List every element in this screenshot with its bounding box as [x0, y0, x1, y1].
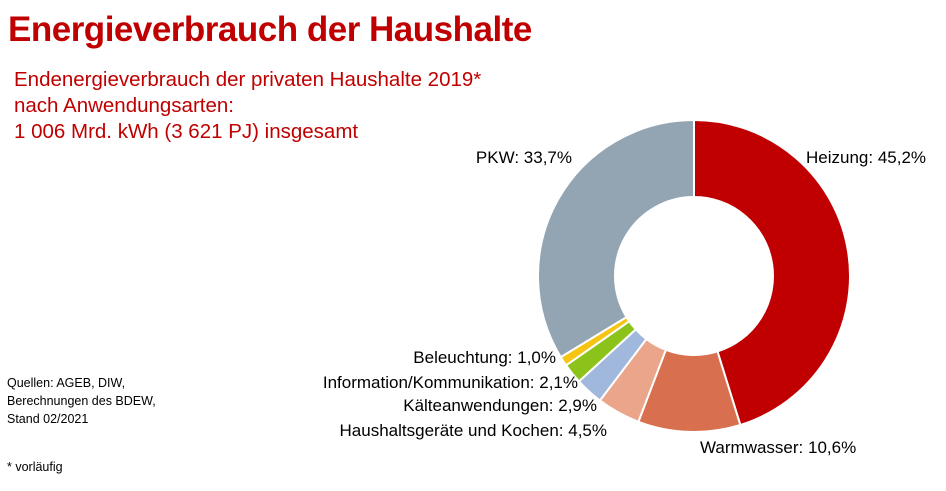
- footnote: * vorläufig: [7, 460, 63, 474]
- slice-labels: Heizung: 45,2% Warmwasser: 10,6% Haushalts…: [323, 148, 926, 457]
- label-kaelte: Kälteanwendungen: 2,9%: [403, 396, 597, 415]
- slice-pkw: [537, 118, 695, 359]
- sources-line: Quellen: AGEB, DIW,: [7, 376, 126, 390]
- sources-note: Quellen: AGEB, DIW, Berechnungen des BDE…: [7, 374, 156, 428]
- subtitle-line: 1 006 Mrd. kWh (3 621 PJ) insgesamt: [14, 120, 359, 143]
- label-pkw: PKW: 33,7%: [476, 148, 572, 167]
- label-beleuchtung: Beleuchtung: 1,0%: [413, 348, 556, 367]
- label-haushaltsgeraete: Haushaltsgeräte und Kochen: 4,5%: [340, 421, 607, 440]
- subtitle-line: Endenergieverbrauch der privaten Haushal…: [14, 68, 482, 91]
- label-heizung: Heizung: 45,2%: [806, 148, 926, 167]
- label-warmwasser: Warmwasser: 10,6%: [700, 438, 856, 457]
- sources-line: Berechnungen des BDEW,: [7, 394, 156, 408]
- donut-slices: [537, 118, 851, 433]
- subtitle-line: nach Anwendungsarten:: [14, 94, 234, 117]
- page-title: Energieverbrauch der Haushalte: [8, 10, 532, 49]
- chart-subtitle: Endenergieverbrauch der privaten Haushal…: [14, 67, 481, 145]
- label-ikt: Information/Kommunikation: 2,1%: [323, 373, 578, 392]
- sources-line: Stand 02/2021: [7, 412, 89, 426]
- slice-heizung: [693, 118, 851, 427]
